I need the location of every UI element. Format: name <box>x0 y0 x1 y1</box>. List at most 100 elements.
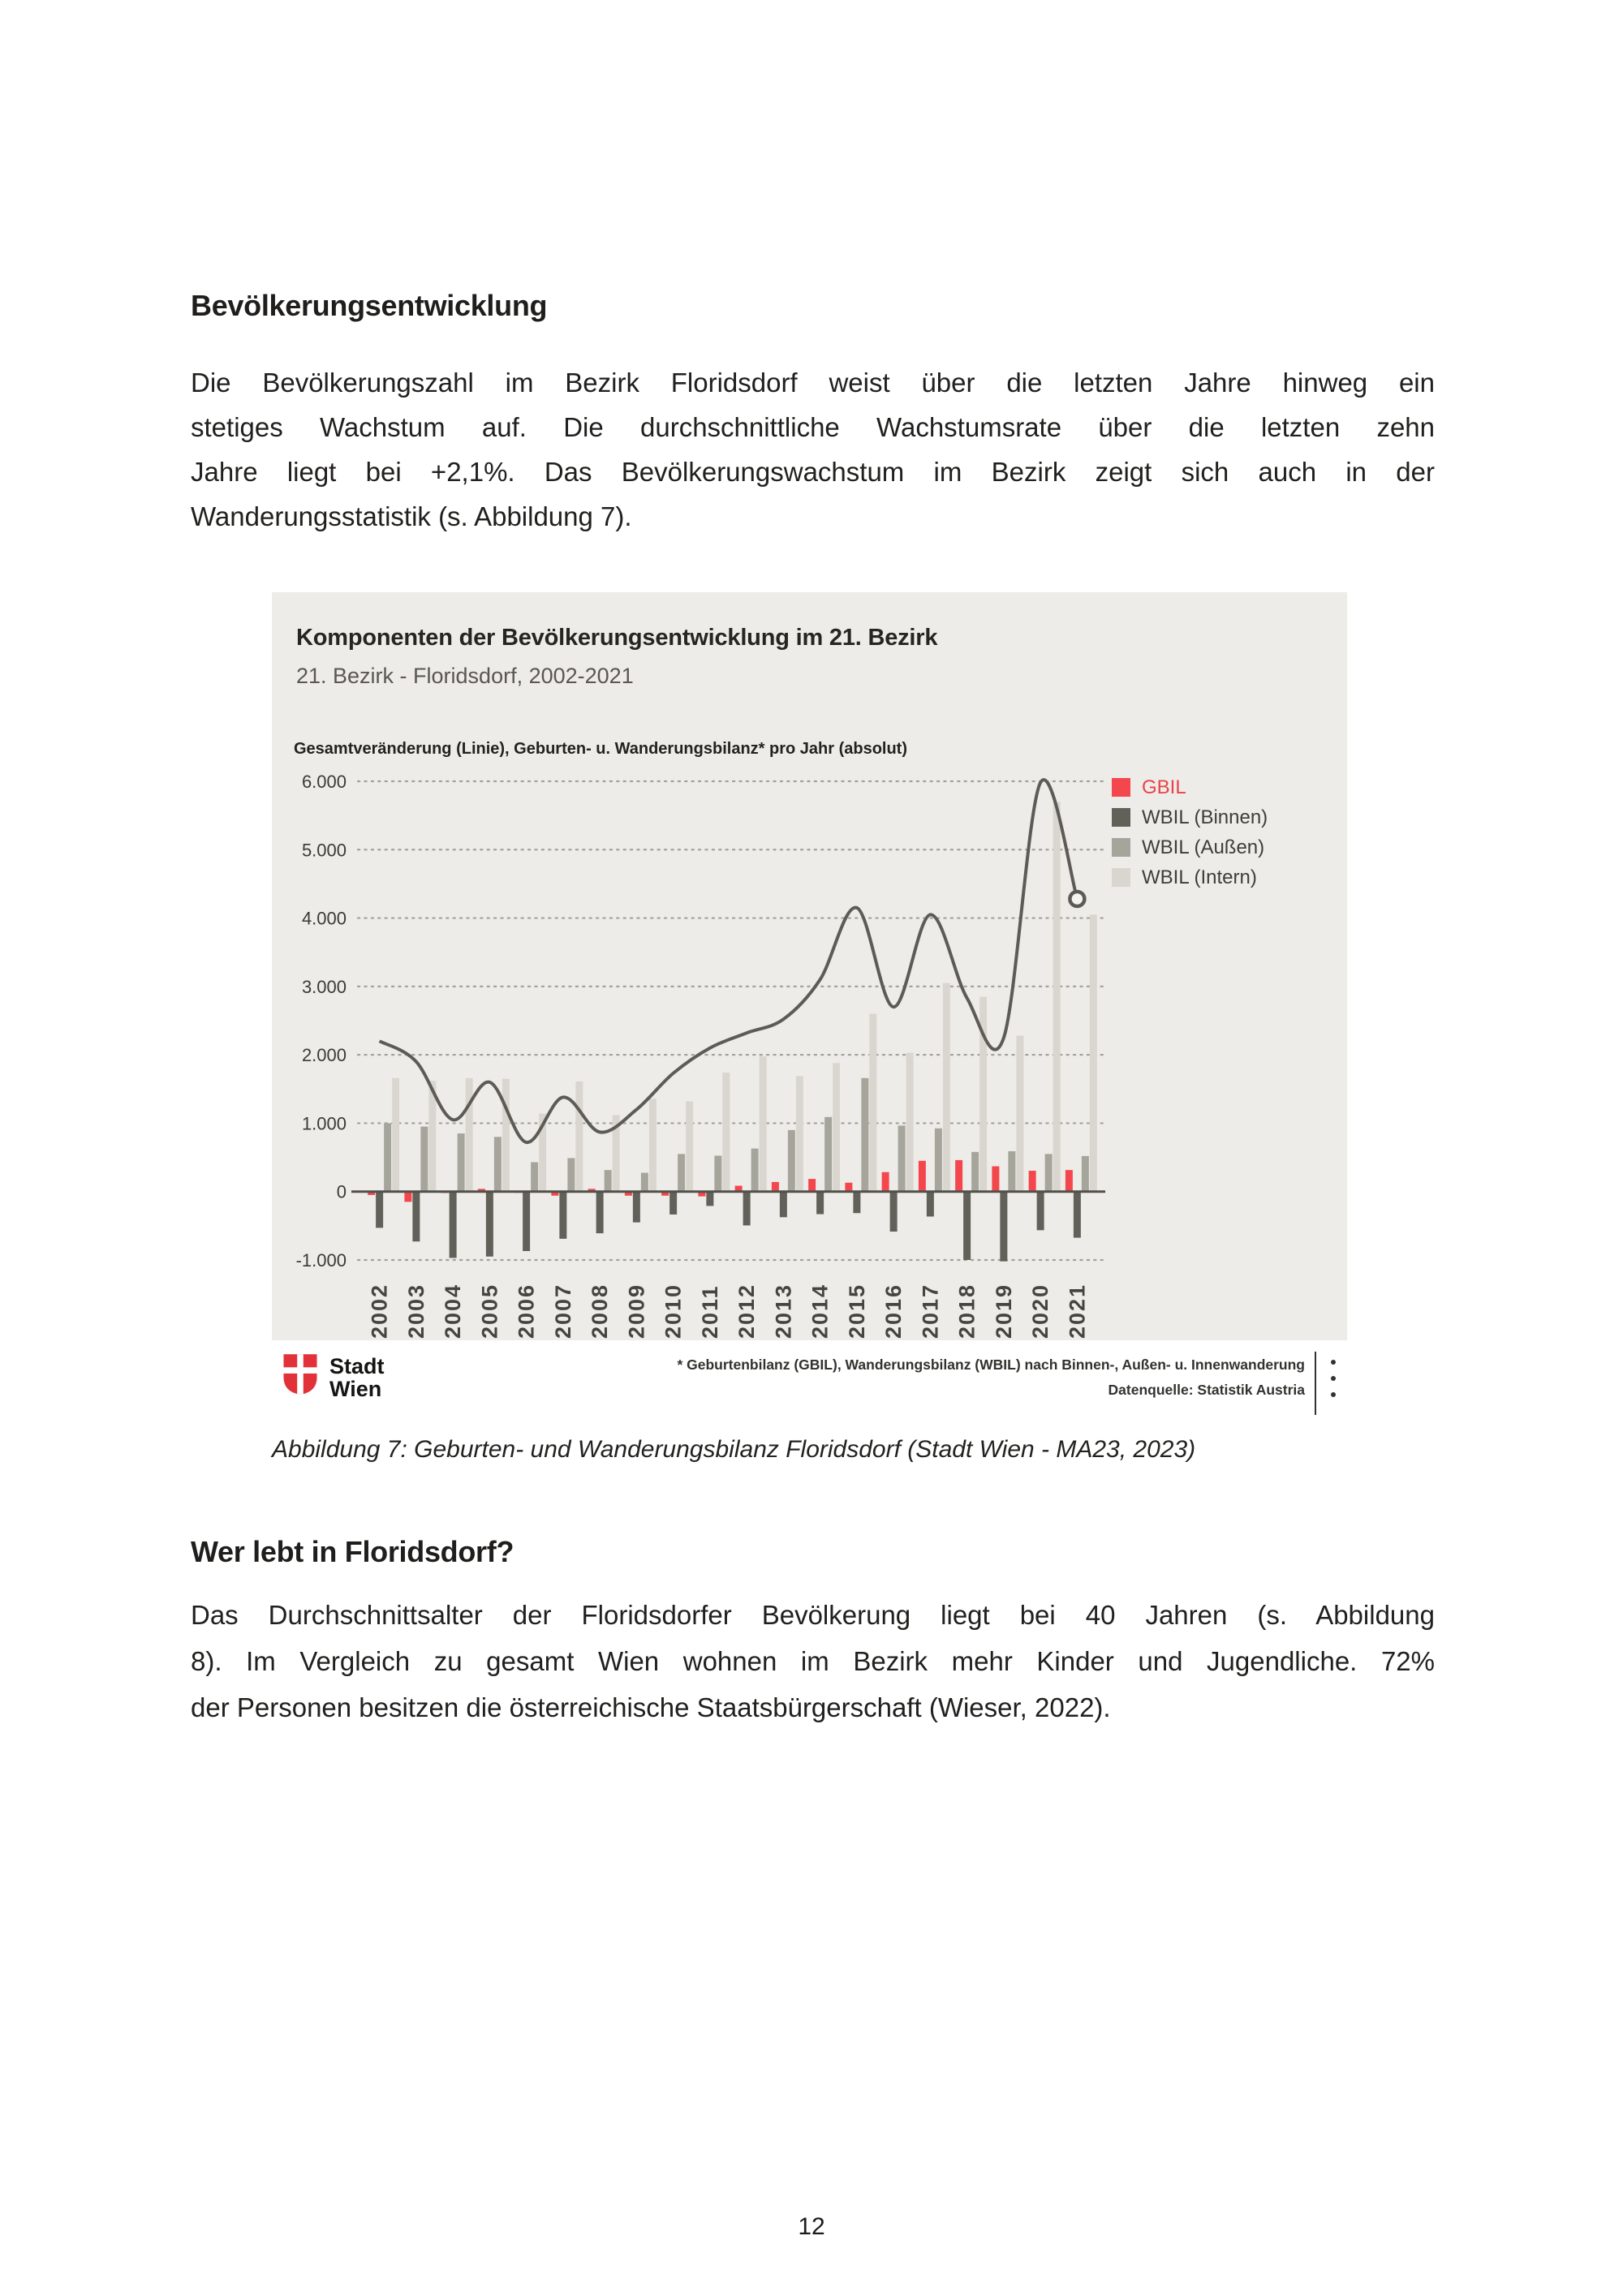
bar <box>722 1073 730 1192</box>
bar <box>833 1063 841 1192</box>
bar <box>816 1191 824 1215</box>
bar <box>531 1162 539 1192</box>
bar <box>714 1155 722 1192</box>
x-tick-label: 2005 <box>477 1283 502 1339</box>
legend-label: WBIL (Intern) <box>1142 866 1257 888</box>
bar <box>992 1166 1000 1192</box>
bar <box>624 1191 632 1196</box>
y-tick-label: 6.000 <box>302 772 347 792</box>
x-tick-label: 2004 <box>441 1283 465 1339</box>
section-heading-wer-lebt-in-floridsdorf: Wer lebt in Floridsdorf? <box>191 1535 514 1568</box>
bar <box>845 1182 853 1192</box>
bar <box>963 1191 971 1260</box>
bar <box>889 1191 898 1232</box>
kebab-menu-icon <box>1331 1360 1336 1397</box>
figure-footer: Stadt Wien * Geburtenbilanz (GBIL), Wand… <box>272 1348 1347 1423</box>
bar <box>898 1125 906 1192</box>
bar <box>1053 802 1061 1192</box>
footer-divider <box>1314 1352 1316 1415</box>
bar <box>686 1101 694 1192</box>
x-tick-label: 2014 <box>808 1283 833 1339</box>
y-tick-label: 0 <box>337 1182 347 1202</box>
page-number: 12 <box>798 2213 825 2240</box>
y-tick-label: 3.000 <box>302 977 347 997</box>
bar <box>678 1154 686 1192</box>
y-tick-label: 1.000 <box>302 1113 347 1133</box>
logo-line: Stadt <box>329 1354 385 1378</box>
figure-panel: Komponenten der Bevölkerungsentwicklung … <box>272 592 1347 1340</box>
bar <box>759 1056 767 1192</box>
bar <box>918 1160 926 1192</box>
y-tick-label: 5.000 <box>302 840 347 860</box>
paragraph-line: Das Durchschnittsalter der Floridsdorfer… <box>191 1600 1435 1630</box>
bar <box>1028 1171 1036 1192</box>
chart-title: Komponenten der Bevölkerungsentwicklung … <box>296 625 938 651</box>
bar <box>1089 914 1097 1192</box>
legend-swatch <box>1112 868 1130 887</box>
x-tick-label: 2012 <box>734 1283 759 1339</box>
bar <box>787 1129 795 1192</box>
bar <box>1008 1150 1016 1192</box>
bar <box>420 1126 428 1192</box>
bar <box>1000 1191 1008 1262</box>
bars-wbil_intern <box>392 802 1097 1192</box>
x-tick-label: 2021 <box>1065 1283 1089 1339</box>
paragraph-line: stetiges Wachstum auf. Die durchschnittl… <box>191 412 1435 442</box>
bar <box>795 1076 803 1192</box>
bar <box>979 996 988 1192</box>
bar <box>449 1191 457 1258</box>
bar <box>596 1191 604 1234</box>
bar <box>861 1077 869 1192</box>
bar <box>523 1191 531 1252</box>
bar <box>1073 1191 1081 1238</box>
bar <box>824 1116 833 1192</box>
bar <box>604 1170 612 1192</box>
bar <box>493 1137 502 1192</box>
bars-wbil_aussen <box>384 1077 1089 1192</box>
bar <box>457 1133 465 1192</box>
bar <box>465 1077 473 1192</box>
paragraph-line: 8). Im Vergleich zu gesamt Wien wohnen i… <box>191 1646 1435 1676</box>
chart-source-note: * Geburtenbilanz (GBIL), Wanderungsbilan… <box>677 1357 1305 1399</box>
bar <box>575 1081 583 1192</box>
legend-swatch <box>1112 838 1130 857</box>
bar <box>771 1181 779 1192</box>
bar <box>808 1179 816 1192</box>
bar <box>485 1191 493 1257</box>
figure-caption: Abbildung 7: Geburten- und Wanderungsbil… <box>272 1436 1196 1463</box>
chart-subtitle: 21. Bezirk - Floridsdorf, 2002-2021 <box>296 664 634 688</box>
bar <box>588 1189 596 1192</box>
bar <box>648 1099 657 1192</box>
x-tick-label: 2003 <box>404 1283 428 1339</box>
bar <box>669 1191 678 1215</box>
bar <box>368 1191 376 1195</box>
legend-item: GBIL <box>1112 772 1268 802</box>
bar <box>906 1052 914 1192</box>
bar <box>942 982 950 1192</box>
bar <box>502 1078 510 1192</box>
bar <box>1016 1035 1024 1192</box>
stadt-wien-shield-icon <box>283 1354 317 1395</box>
footnote-definition: * Geburtenbilanz (GBIL), Wanderungsbilan… <box>677 1357 1305 1373</box>
paragraph-line: Wanderungsstatistik (s. Abbildung 7). <box>191 501 632 531</box>
bar <box>640 1172 648 1192</box>
bar <box>551 1191 559 1196</box>
x-tick-label: 2006 <box>514 1283 539 1339</box>
line-end-marker <box>1068 889 1087 909</box>
x-tick-label: 2013 <box>771 1283 795 1339</box>
y-tick-label: 2.000 <box>302 1045 347 1065</box>
population-chart: 6.000 5.000 4.000 3.000 2.000 1.000 0 -1.000 200… <box>296 772 1105 1339</box>
bar <box>1044 1154 1053 1192</box>
x-tick-label: 2008 <box>588 1283 612 1339</box>
bar <box>404 1191 412 1202</box>
bar <box>612 1115 620 1192</box>
bar <box>751 1148 759 1192</box>
x-tick-label: 2018 <box>955 1283 979 1339</box>
x-tick-label: 2011 <box>698 1284 722 1339</box>
x-tick-label: 2007 <box>551 1283 575 1339</box>
x-tick-label: 2015 <box>845 1283 869 1339</box>
section-heading-bevoelkerungsentwicklung: Bevölkerungsentwicklung <box>191 289 548 322</box>
bar <box>539 1113 547 1192</box>
paragraph-line: Die Bevölkerungszahl im Bezirk Floridsdo… <box>191 368 1435 398</box>
